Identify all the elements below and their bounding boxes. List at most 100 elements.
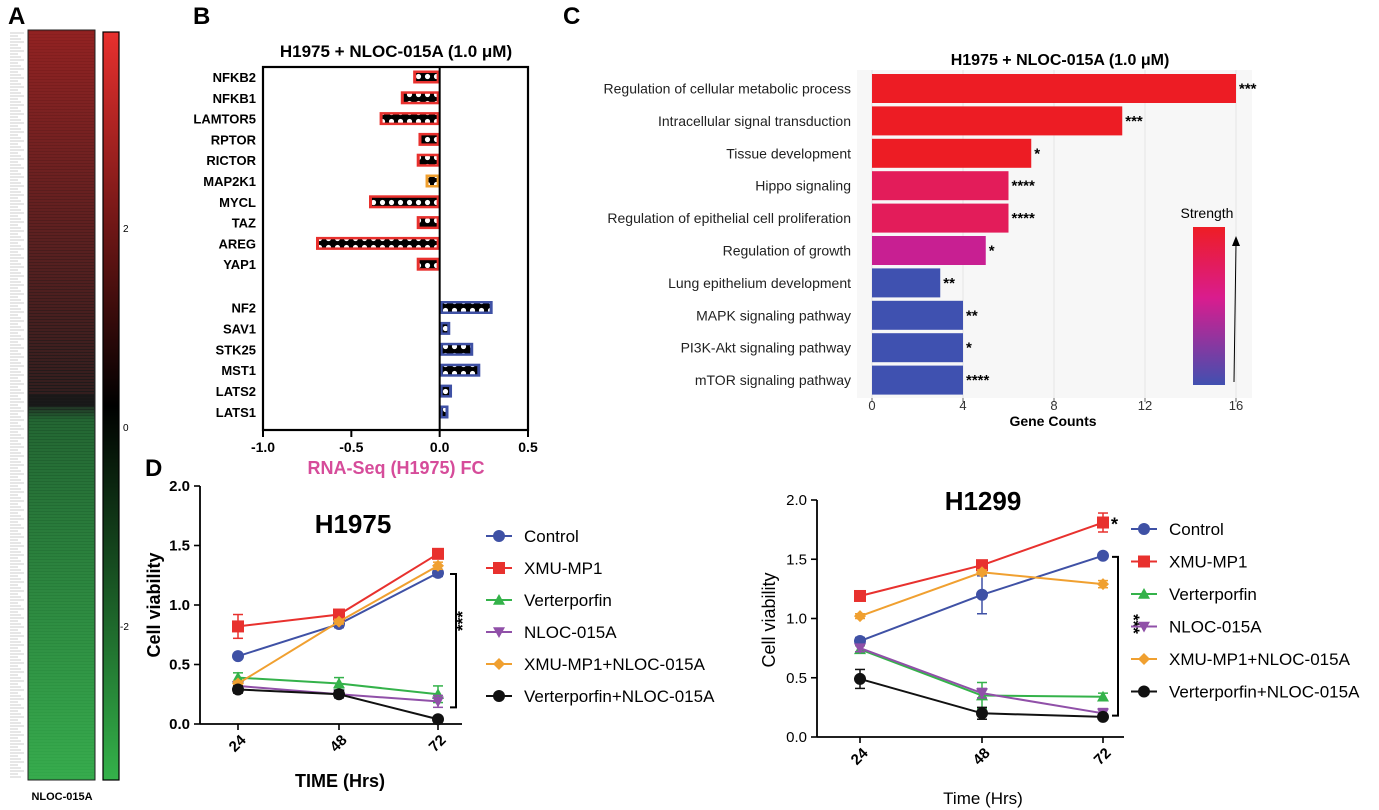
enrichment-significance-mark: *	[989, 243, 995, 260]
enrichment-bar	[872, 268, 941, 298]
data-point-marker	[976, 707, 988, 720]
fold-change-panel: H1975 + NLOC-015A (1.0 μM) NFKB2 NFKB1 LAM…	[193, 42, 538, 478]
h1299-legend: Control XMU-MP1 Verterporfin NLOC-015A XMU-M…	[1131, 520, 1360, 702]
enrichment-chart-title: H1975 + NLOC-015A (1.0 μM)	[951, 52, 1170, 69]
data-point-marker	[1138, 555, 1150, 568]
fold-change-gene-label: RPTOR	[211, 132, 257, 147]
h1299-chart-title: H1299	[945, 486, 1022, 516]
fold-change-bar-pattern	[421, 135, 437, 144]
enrichment-significance-mark: *	[1034, 145, 1040, 162]
viability-x-tick-label: 72	[426, 732, 450, 756]
fold-change-bar-pattern	[382, 114, 437, 123]
data-point-marker	[976, 566, 988, 579]
enrichment-significance-mark: ****	[1012, 178, 1036, 195]
significance-mark: ***	[453, 611, 472, 631]
data-point-marker	[493, 690, 505, 702]
viability-y-tick-label: 1.5	[786, 551, 807, 568]
fold-change-x-tick-label: 0.5	[518, 439, 538, 455]
enrichment-significance-mark: *	[966, 340, 972, 357]
heatmap-column	[27, 29, 96, 781]
legend-label: Verterporfin	[524, 591, 612, 610]
viability-y-tick-label: 2.0	[786, 492, 807, 509]
data-point-marker	[854, 589, 866, 602]
fold-change-gene-label: MST1	[221, 363, 256, 378]
data-point-marker	[333, 677, 345, 689]
enrichment-term-label: Hippo signaling	[755, 178, 851, 194]
enrichment-bar	[872, 171, 1009, 201]
legend-label: Verterporfin+NLOC-015A	[1169, 683, 1360, 702]
fold-change-gene-label: MAP2K1	[203, 174, 256, 189]
colorbar-tick-label: -2	[120, 622, 129, 633]
enrichment-significance-mark: ****	[1012, 210, 1036, 227]
fold-change-gene-label: LAMTOR5	[193, 112, 256, 127]
enrichment-bar	[872, 333, 963, 363]
data-point-marker	[1097, 549, 1109, 562]
fold-change-bar-pattern	[442, 408, 446, 416]
significance-bracket	[450, 573, 457, 709]
fold-change-bar-pattern	[442, 387, 450, 396]
enrichment-bar	[872, 138, 1032, 168]
data-point-marker	[1138, 621, 1150, 633]
fold-change-gene-label: NFKB2	[213, 70, 256, 85]
data-point-marker	[232, 620, 244, 633]
enrichment-significance-mark: ***	[1239, 81, 1257, 98]
h1975-y-axis-label: Cell viability	[144, 552, 164, 657]
heatmap-row-lines	[29, 32, 94, 778]
strength-legend-arrow	[1233, 243, 1237, 383]
fold-change-bar-pattern	[442, 324, 448, 333]
data-point-marker	[493, 530, 505, 542]
enrichment-bar	[872, 106, 1123, 136]
data-point-marker	[976, 559, 988, 572]
enrichment-bar	[872, 203, 1009, 233]
data-point-marker	[333, 615, 345, 628]
fold-change-bar-pattern	[419, 260, 437, 269]
enrichment-term-label: Intracellular signal transduction	[658, 113, 851, 129]
enrichment-term-label: MAPK signaling pathway	[696, 307, 851, 323]
colorbar-tick-label: 2	[123, 224, 129, 235]
fold-change-x-tick-label: -0.5	[339, 439, 363, 455]
h1299-viability-panel: 0.0 0.5 1.0 1.5 2.0 24 48 72 H1299 Cell viability…	[759, 486, 1143, 808]
panel-letter-b: B	[193, 3, 210, 30]
significance-mark: *	[1111, 515, 1118, 535]
viability-x-tick-label: 72	[1091, 745, 1115, 769]
legend-label: XMU-MP1	[1169, 553, 1247, 572]
fold-change-bar-pattern	[403, 93, 437, 102]
enrichment-significance-mark: **	[943, 275, 955, 292]
viability-x-tick-label: 48	[970, 745, 994, 769]
viability-y-tick-label: 0.0	[169, 716, 190, 733]
data-point-marker	[333, 608, 345, 621]
data-point-marker	[854, 610, 866, 623]
data-point-marker	[1097, 710, 1109, 723]
viability-x-tick-label: 24	[226, 731, 250, 755]
data-point-marker	[1138, 653, 1150, 665]
viability-y-tick-label: 0.5	[786, 670, 807, 687]
enrichment-bar	[872, 300, 963, 330]
data-point-marker	[854, 643, 866, 655]
data-point-marker	[432, 688, 444, 700]
fold-change-bar-pattern	[442, 345, 471, 354]
enrichment-x-tick-label: 12	[1138, 398, 1152, 413]
data-point-marker	[493, 562, 505, 574]
legend-label: NLOC-015A	[1169, 618, 1262, 637]
fold-change-bar-pattern	[372, 197, 437, 206]
enrichment-term-label: Regulation of growth	[723, 243, 851, 259]
data-point-marker	[854, 672, 866, 685]
enrichment-term-label: Tissue development	[726, 145, 851, 161]
enrichment-significance-mark: ***	[1125, 113, 1143, 130]
fold-change-gene-label: RICTOR	[206, 153, 256, 168]
viability-y-tick-label: 0.0	[786, 729, 807, 746]
data-point-marker	[1138, 685, 1150, 698]
data-point-marker	[1097, 516, 1109, 529]
enrichment-term-label: mTOR signaling pathway	[695, 372, 851, 388]
enrichment-term-label: Lung epithelium development	[668, 275, 851, 291]
viability-y-tick-label: 1.0	[786, 611, 807, 628]
enrichment-x-tick-label: 0	[868, 398, 875, 413]
data-point-marker	[232, 683, 244, 696]
enrichment-x-axis-label: Gene Counts	[1009, 413, 1096, 429]
data-point-marker	[232, 671, 244, 683]
fold-change-gene-label: NF2	[231, 301, 256, 316]
data-point-marker	[333, 688, 345, 701]
strength-legend-gradient	[1193, 227, 1225, 385]
fold-change-gene-label: LATS2	[216, 384, 256, 399]
data-point-marker	[1097, 690, 1109, 702]
